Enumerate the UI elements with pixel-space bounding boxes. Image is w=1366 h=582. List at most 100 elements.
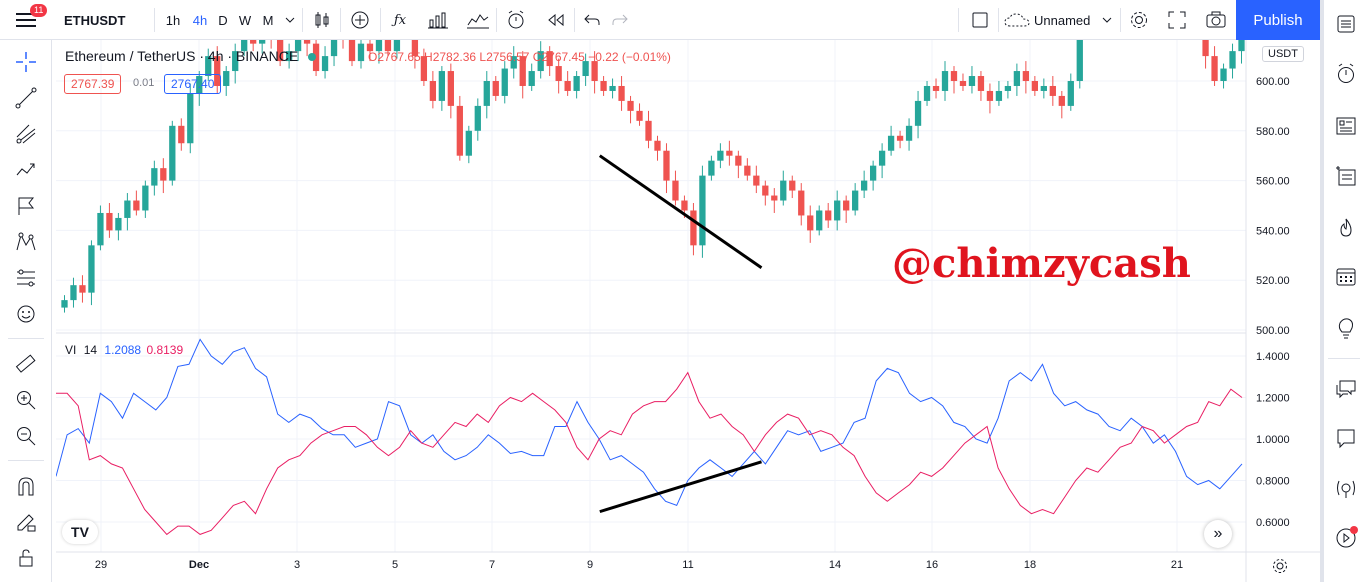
candle-body bbox=[160, 168, 167, 181]
time-axis[interactable]: 29 Dec 3 5 7 9 11 14 16 18 21 bbox=[95, 559, 1183, 571]
candle-body bbox=[124, 200, 131, 218]
buy-price[interactable]: 2767.40 bbox=[164, 74, 222, 94]
candle-body bbox=[591, 61, 598, 81]
fullscreen-icon[interactable] bbox=[1164, 0, 1190, 40]
replay-chart-icon[interactable] bbox=[464, 0, 492, 40]
watermark-text: @chimzycash bbox=[892, 240, 1191, 287]
candle bbox=[1022, 61, 1030, 94]
candle-body bbox=[762, 185, 769, 196]
crosshair-icon[interactable] bbox=[10, 46, 42, 78]
redo-icon[interactable] bbox=[608, 0, 632, 40]
candle bbox=[627, 95, 634, 124]
emoji-icon[interactable] bbox=[10, 298, 42, 330]
candle bbox=[582, 53, 589, 86]
prediction-tool-icon[interactable] bbox=[10, 262, 42, 294]
notification-badge: 11 bbox=[30, 4, 48, 17]
indicator-tick-label: 1.4000 bbox=[1256, 351, 1290, 363]
candle bbox=[285, 43, 293, 69]
candle-body bbox=[618, 85, 625, 101]
undo-icon[interactable] bbox=[580, 0, 604, 40]
magnet-icon[interactable] bbox=[10, 470, 42, 502]
streams-icon[interactable] bbox=[1330, 472, 1362, 504]
flag-annotation-icon[interactable] bbox=[10, 190, 42, 222]
fullscreen-layout-icon[interactable] bbox=[966, 0, 994, 40]
data-window-icon[interactable] bbox=[1330, 110, 1362, 142]
indicator-axis[interactable]: 1.4000 1.2000 1.0000 0.8000 0.6000 bbox=[1256, 351, 1290, 529]
chat-bubble-icon[interactable] bbox=[1330, 422, 1362, 454]
time-tick-label: 5 bbox=[392, 559, 398, 571]
camera-icon[interactable] bbox=[1202, 0, 1230, 40]
candles-icon[interactable] bbox=[308, 0, 336, 40]
candle bbox=[798, 183, 805, 226]
sell-price[interactable]: 2767.39 bbox=[64, 74, 122, 94]
candle bbox=[70, 277, 77, 308]
publish-button[interactable]: Publish bbox=[1236, 0, 1320, 40]
indicators-icon[interactable]: ƒx bbox=[393, 12, 407, 28]
candle-body bbox=[142, 185, 149, 211]
candle-body bbox=[357, 43, 365, 62]
indicator-legend[interactable]: VI 14 1.2088 0.8139 bbox=[65, 343, 183, 357]
candle-body bbox=[905, 125, 913, 141]
candle bbox=[519, 51, 526, 99]
chevron-down-icon[interactable] bbox=[282, 0, 298, 40]
alerts-clock-icon[interactable] bbox=[1330, 58, 1362, 90]
ruler-icon[interactable] bbox=[10, 348, 42, 380]
notifications-play-icon[interactable] bbox=[1330, 522, 1362, 554]
tradingview-logo[interactable]: TV bbox=[62, 520, 98, 544]
layout-dropdown[interactable]: Unnamed bbox=[1004, 0, 1116, 40]
zoom-out-icon[interactable] bbox=[10, 420, 42, 452]
candle-body bbox=[690, 210, 697, 246]
chart-canvas[interactable]: 600.00 580.00 560.00 540.00 520.00 500.00 1.4… bbox=[56, 40, 1320, 582]
templates-icon[interactable] bbox=[424, 0, 452, 40]
calendar-icon[interactable] bbox=[1330, 260, 1362, 292]
price-tick-label: 560.00 bbox=[1256, 176, 1290, 188]
interval-w[interactable]: W bbox=[238, 12, 252, 28]
candle bbox=[699, 165, 706, 258]
zoom-in-icon[interactable] bbox=[10, 384, 42, 416]
interval-m[interactable]: M bbox=[262, 12, 274, 28]
candle-body bbox=[636, 110, 643, 121]
add-compare-icon[interactable] bbox=[346, 0, 374, 40]
alert-icon[interactable] bbox=[502, 0, 530, 40]
pitchfork-icon[interactable] bbox=[10, 118, 42, 150]
candle bbox=[1040, 78, 1047, 99]
trendline-tool-icon[interactable] bbox=[10, 82, 42, 114]
candle bbox=[986, 83, 994, 114]
candle-body bbox=[196, 76, 203, 94]
candle bbox=[636, 103, 643, 126]
candle bbox=[852, 183, 859, 216]
candle-body bbox=[708, 160, 715, 176]
scroll-to-realtime-button[interactable]: » bbox=[1204, 520, 1232, 548]
candle bbox=[959, 73, 967, 91]
pattern-tool-icon[interactable] bbox=[10, 226, 42, 258]
lock-icon[interactable] bbox=[10, 542, 42, 574]
brush-icon[interactable] bbox=[10, 154, 42, 186]
chart-settings-gear-icon[interactable] bbox=[1273, 559, 1287, 573]
ideas-flame-icon[interactable] bbox=[1330, 212, 1362, 244]
lightbulb-icon[interactable] bbox=[1330, 312, 1362, 344]
chats-icon[interactable] bbox=[1330, 372, 1362, 404]
interval-d[interactable]: D bbox=[218, 12, 228, 28]
replay-icon[interactable] bbox=[542, 0, 570, 40]
hotlist-icon[interactable] bbox=[1330, 160, 1362, 192]
menu-icon[interactable] bbox=[8, 0, 44, 40]
candle-body bbox=[330, 40, 338, 57]
interval-1h[interactable]: 1h bbox=[165, 12, 181, 28]
candle-body bbox=[564, 81, 571, 91]
candle-body bbox=[241, 40, 248, 52]
candle bbox=[968, 66, 976, 94]
price-axis[interactable]: 600.00 580.00 560.00 540.00 520.00 500.00 bbox=[1256, 76, 1290, 337]
candle bbox=[1220, 63, 1227, 89]
settings-gear-icon[interactable] bbox=[1126, 0, 1152, 40]
watchlist-icon[interactable] bbox=[1330, 8, 1362, 40]
candle bbox=[342, 40, 344, 49]
symbol-search[interactable]: ETHUSDT bbox=[64, 12, 126, 28]
candle bbox=[708, 155, 715, 181]
lock-drawings-icon[interactable] bbox=[10, 506, 42, 538]
candle bbox=[600, 76, 607, 96]
candle bbox=[780, 170, 787, 206]
currency-label[interactable]: USDT bbox=[1262, 46, 1304, 62]
symbol-legend[interactable]: Ethereum / TetherUS · 4h · BINANCE bbox=[65, 48, 317, 64]
drawing-toolbar bbox=[0, 40, 52, 582]
interval-4h[interactable]: 4h bbox=[192, 12, 208, 28]
